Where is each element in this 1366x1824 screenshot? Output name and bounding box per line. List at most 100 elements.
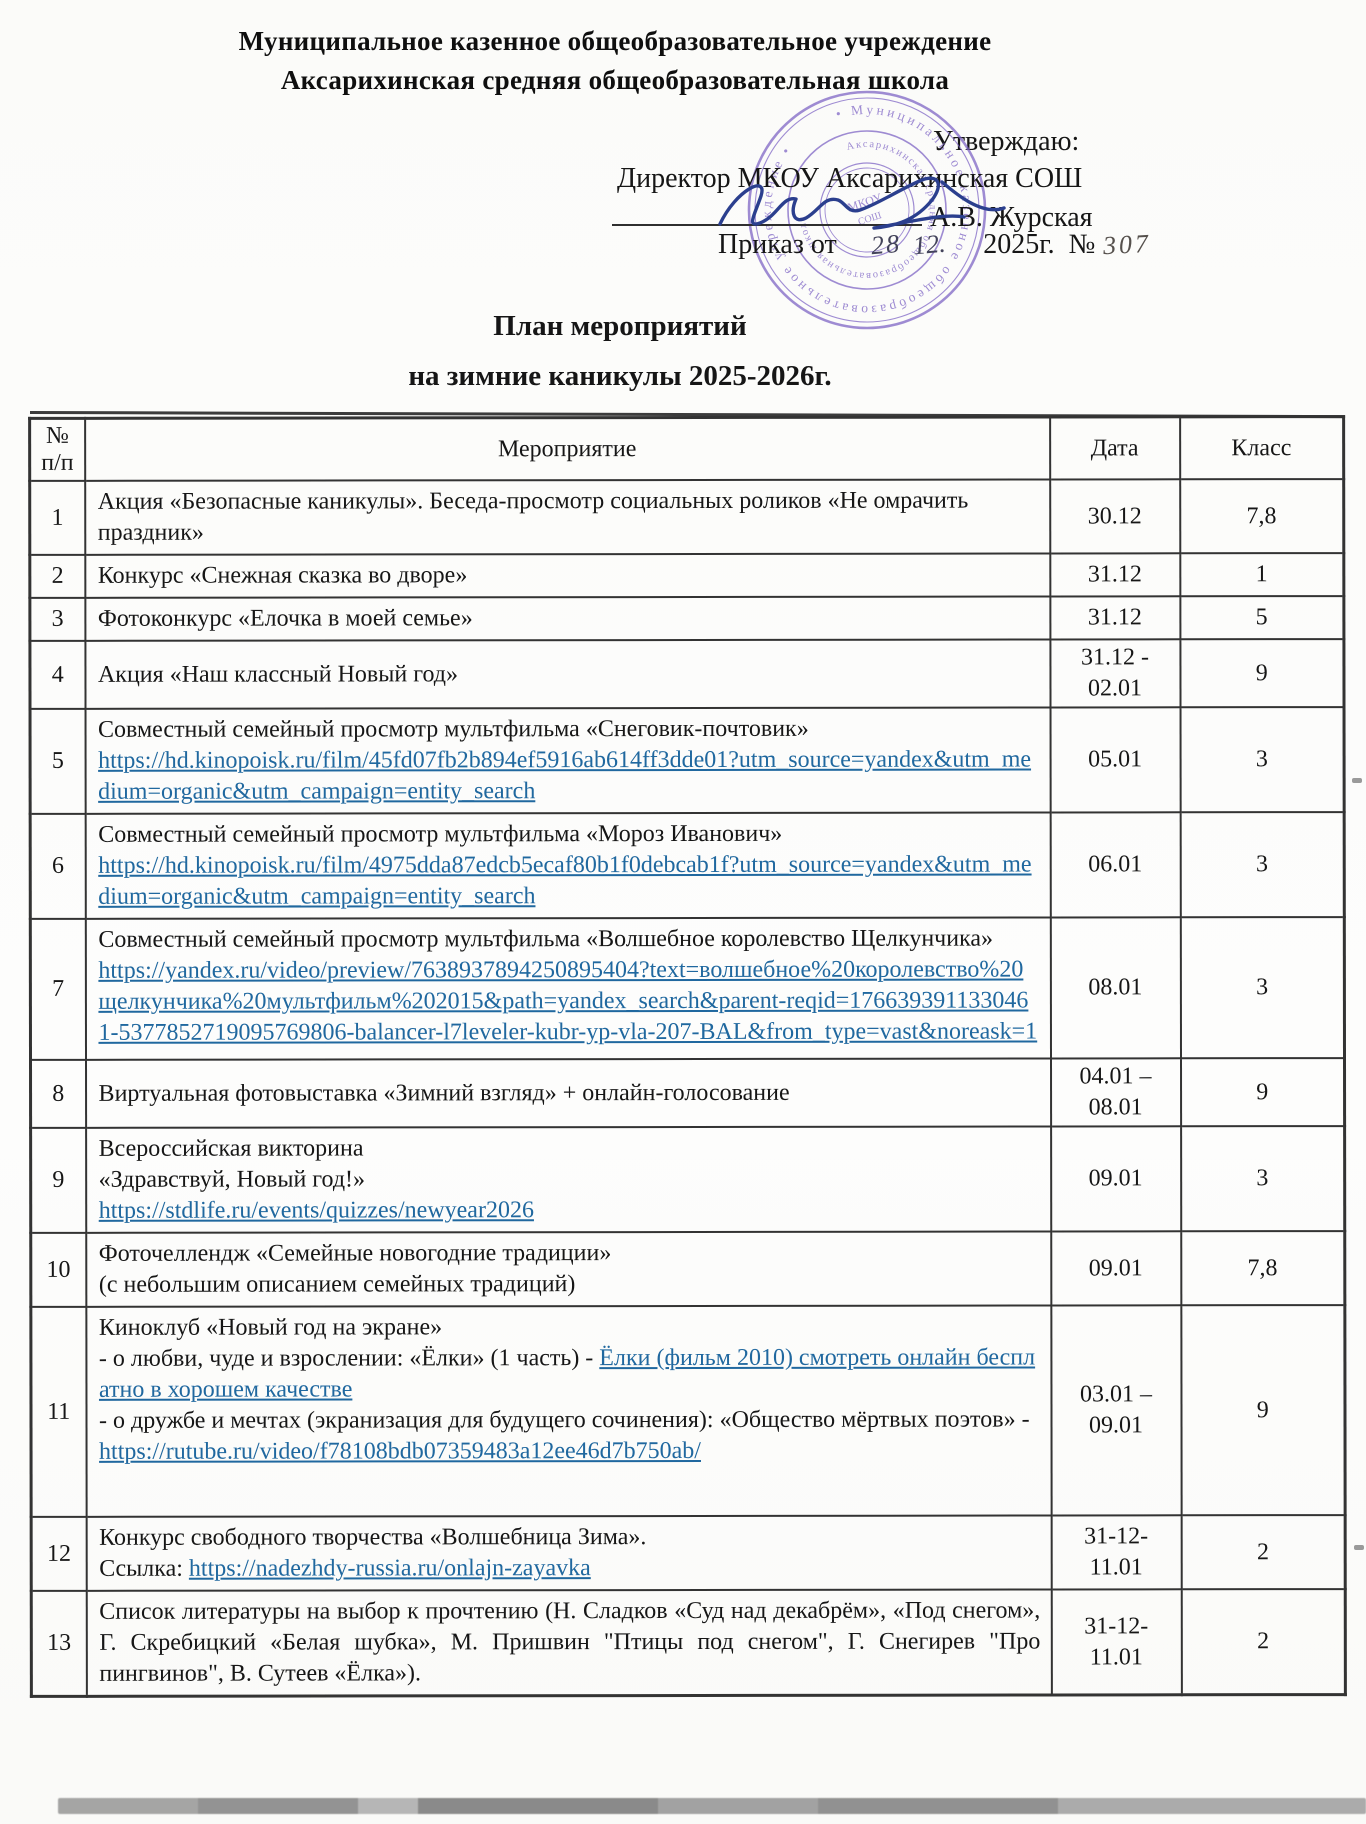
event-date: 05.01 [1050, 707, 1181, 813]
event-text: - о дружбе и мечтах (экранизация для буд… [98, 1406, 1030, 1434]
director-line: Директор МКОУ Аксарихинская СОШ [617, 163, 1083, 194]
table-row: 12 Конкурс свободного творчества «Волшебн… [31, 1515, 1346, 1591]
event-text: «Здравствуй, Новый год!» [98, 1166, 366, 1193]
event-link[interactable]: https://hd.kinopoisk.ru/film/45fd07fb2b8… [98, 746, 1032, 805]
events-table: № п/п Мероприятие Дата Класс 1 Акция «Безо… [28, 415, 1347, 1698]
row-number: 3 [29, 597, 85, 641]
event-cell: Всероссийская викторина «Здравствуй, Новы… [85, 1126, 1051, 1233]
event-link[interactable]: https://nadezhdy-russia.ru/onlajn-zayavk… [188, 1555, 591, 1582]
school-stamp-icon: • Муниципальное казенное общеобразовател… [742, 85, 992, 335]
event-cell: Акция «Безопасные каникулы». Беседа-прос… [84, 479, 1050, 555]
event-text: Конкурс свободного творчества «Волшебниц… [99, 1524, 647, 1551]
event-text: Всероссийская викторина [98, 1135, 364, 1162]
table-row: 1 Акция «Безопасные каникулы». Беседа-про… [29, 479, 1344, 555]
event-date: 03.01 –09.01 [1050, 1305, 1182, 1516]
event-cell: Совместный семейный просмотр мультфильма… [85, 917, 1051, 1060]
row-number: 5 [30, 708, 86, 814]
order-year: 2025г. [983, 229, 1055, 260]
event-cell: Совместный семейный просмотр мультфильма… [85, 707, 1051, 814]
table-row: 6 Совместный семейный просмотр мультфильм… [30, 812, 1345, 919]
event-text: Фоточеллендж «Семейные новогодние традиц… [98, 1240, 612, 1267]
event-cell: Список литературы на выбор к прочтению (… [86, 1589, 1052, 1697]
signature-underline [612, 192, 922, 226]
scan-edge-mark [1352, 778, 1362, 783]
event-cell: Совместный семейный просмотр мультфильма… [85, 812, 1051, 919]
event-cell: Конкурс «Снежная сказка во дворе» [84, 553, 1050, 598]
event-text: Совместный семейный просмотр мультфильма… [98, 820, 783, 848]
event-class: 3 [1180, 812, 1345, 918]
event-cell: Акция «Наш классный Новый год» [84, 639, 1051, 709]
table-row: 13 Список литературы на выбор к прочтению… [31, 1589, 1346, 1697]
table-row: 7 Совместный семейный просмотр мультфильм… [30, 917, 1345, 1060]
event-cell: Фотоконкурс «Елочка в моей семье» [84, 596, 1050, 641]
col-header-date: Дата [1049, 416, 1180, 480]
event-class: 5 [1179, 596, 1344, 640]
events-table-body: 1 Акция «Безопасные каникулы». Беседа-про… [29, 479, 1346, 1697]
event-date: 31.12 [1049, 596, 1180, 640]
event-cell: Виртуальная фотовыставка «Зимний взгляд»… [85, 1058, 1051, 1128]
row-number: 13 [31, 1590, 87, 1697]
org-name-line2: Аксарихинская средняя общеобразовательна… [280, 65, 950, 95]
event-text: - о любви, чуде и взрослении: «Ёлки» (1 … [98, 1345, 600, 1372]
event-text: Виртуальная фотовыставка «Зимний взгляд»… [98, 1079, 790, 1107]
director-signature [718, 176, 1006, 230]
event-cell: Конкурс свободного творчества «Волшебниц… [86, 1515, 1052, 1591]
event-class: 1 [1179, 553, 1344, 597]
row-number: 4 [29, 640, 86, 709]
event-class: 9 [1179, 639, 1345, 708]
event-text: Конкурс «Снежная сказка во дворе» [97, 562, 468, 589]
event-link[interactable]: https://hd.kinopoisk.ru/film/4975dda87ed… [98, 851, 1032, 910]
event-text: Список литературы на выбор к прочтению (… [99, 1597, 1041, 1687]
event-class: 2 [1181, 1589, 1346, 1695]
row-number: 12 [31, 1516, 87, 1591]
table-row: 9 Всероссийская викторина «Здравствуй, Нов… [30, 1126, 1345, 1233]
table-row: 4 Акция «Наш классный Новый год» 31.12 -02… [29, 639, 1345, 709]
row-number: 11 [30, 1306, 87, 1517]
event-text: Фотоконкурс «Елочка в моей семье» [97, 605, 473, 632]
event-date: 31-12- 11.01 [1051, 1589, 1182, 1695]
event-class: 7,8 [1179, 479, 1344, 554]
event-text: Ссылка: [99, 1555, 189, 1582]
event-class: 9 [1180, 1305, 1346, 1516]
row-number: 1 [29, 480, 85, 555]
event-date: 31.12 -02.01 [1049, 639, 1181, 708]
event-link[interactable]: https://stdlife.ru/events/quizzes/newyea… [98, 1197, 534, 1224]
scan-edge-mark [1354, 1545, 1364, 1550]
event-date: 31.12 [1049, 553, 1180, 597]
event-cell: Фоточеллендж «Семейные новогодние традиц… [85, 1231, 1051, 1307]
table-row: 10 Фоточеллендж «Семейные новогодние трад… [30, 1231, 1345, 1307]
event-class: 3 [1180, 917, 1345, 1059]
event-class: 2 [1181, 1515, 1346, 1590]
event-class: 7,8 [1180, 1231, 1345, 1306]
table-row: 8 Виртуальная фотовыставка «Зимний взгляд… [30, 1058, 1345, 1128]
row-number: 8 [30, 1059, 86, 1128]
event-text: Киноклуб «Новый год на экране» [98, 1314, 443, 1341]
event-date: 04.01 –08.01 [1050, 1058, 1181, 1127]
scan-artifact-band [58, 1798, 1366, 1814]
org-name-block: Муниципальное казенное общеобразовательн… [0, 22, 1230, 100]
event-text: Акция «Безопасные каникулы». Беседа-прос… [97, 487, 969, 546]
event-link[interactable]: https://rutube.ru/video/f78108bdb0735948… [99, 1437, 701, 1465]
event-date: 31-12- 11.01 [1051, 1515, 1182, 1590]
col-header-class: Класс [1179, 416, 1344, 480]
org-name-line1: Муниципальное казенное общеобразовательн… [238, 26, 992, 56]
table-row: 3 Фотоконкурс «Елочка в моей семье» 31.12 5 [29, 596, 1344, 641]
col-header-event: Мероприятие [84, 416, 1050, 481]
event-link[interactable]: https://yandex.ru/video/preview/76389378… [98, 956, 1038, 1046]
event-date: 09.01 [1050, 1126, 1181, 1232]
doc-title-line2: на зимние каникулы 2025-2026г. [408, 360, 832, 392]
event-date: 30.12 [1049, 479, 1180, 554]
event-date: 06.01 [1050, 812, 1181, 918]
table-row: 2 Конкурс «Снежная сказка во дворе» 31.12 1 [29, 553, 1344, 598]
event-text: (с небольшим описанием семейных традиций… [98, 1271, 576, 1298]
col-header-num: № п/п [29, 418, 85, 481]
event-text: Акция «Наш классный Новый год» [97, 660, 458, 688]
table-header-row: № п/п Мероприятие Дата Класс [29, 416, 1344, 481]
doc-title-line1: План мероприятий [493, 310, 747, 342]
event-class: 3 [1180, 707, 1345, 813]
event-cell: Киноклуб «Новый год на экране» - о любви,… [85, 1305, 1052, 1517]
table-row: 11 Киноклуб «Новый год на экране» - о любв… [30, 1305, 1346, 1517]
event-date: 08.01 [1050, 917, 1181, 1059]
event-class: 3 [1180, 1126, 1345, 1232]
